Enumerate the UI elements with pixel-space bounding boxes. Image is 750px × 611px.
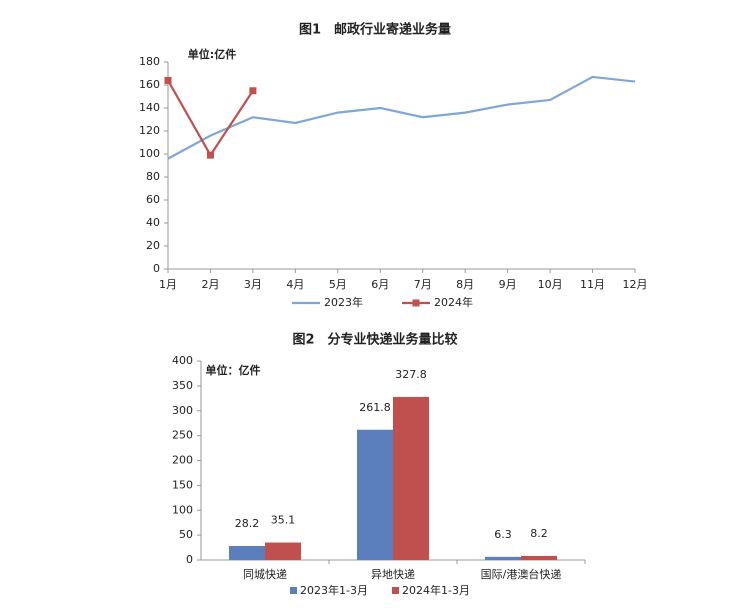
marker [206, 151, 214, 159]
bar [393, 396, 429, 560]
y-tick-label: 100 [139, 147, 160, 160]
data-label: 28.2 [235, 517, 260, 530]
x-tick-label: 3月 [244, 278, 262, 291]
y-tick-label: 60 [146, 193, 160, 206]
y-tick-label: 400 [172, 354, 193, 367]
legend-label: 2024年 [434, 295, 473, 309]
x-tick-label: 12月 [623, 278, 648, 291]
x-tick-label: 5月 [329, 278, 347, 291]
x-tick-label: 11月 [580, 278, 605, 291]
bar [229, 545, 265, 560]
x-tick-label: 2月 [201, 278, 219, 291]
series-line [167, 79, 254, 158]
data-label: 327.8 [395, 368, 427, 381]
y-tick-label: 350 [172, 379, 193, 392]
y-tick-label: 180 [139, 55, 160, 68]
y-tick-label: 250 [172, 429, 193, 442]
chart-title: 图1 邮政行业寄递业务量 [299, 22, 451, 38]
x-tick-label: 10月 [538, 278, 563, 291]
y-tick-label: 160 [139, 78, 160, 91]
bar [485, 556, 521, 560]
legend-marker [412, 299, 420, 307]
x-tick-label: 同城快递 [243, 567, 287, 581]
y-tick-label: 100 [172, 503, 193, 516]
legend-label: 2023年1-3月 [300, 583, 368, 597]
x-tick-label: 6月 [371, 278, 389, 291]
y-tick-label: 20 [146, 239, 160, 252]
x-tick-label: 8月 [456, 278, 474, 291]
data-label: 261.8 [359, 401, 391, 414]
x-tick-label: 1月 [159, 278, 177, 291]
legend-label: 2023年 [324, 295, 363, 309]
marker [164, 76, 172, 84]
y-tick-label: 0 [153, 262, 160, 275]
y-tick-label: 80 [146, 170, 160, 183]
legend-label: 2024年1-3月 [402, 583, 470, 597]
y-tick-label: 0 [186, 553, 193, 566]
marker [249, 87, 257, 95]
y-tick-label: 200 [172, 454, 193, 467]
x-tick-label: 9月 [499, 278, 517, 291]
x-tick-label: 4月 [286, 278, 304, 291]
x-tick-label: 异地快递 [371, 567, 415, 581]
y-tick-label: 50 [179, 528, 193, 541]
x-tick-label: 7月 [414, 278, 432, 291]
y-tick-label: 40 [146, 216, 160, 229]
y-tick-label: 150 [172, 478, 193, 491]
series-line [167, 75, 636, 160]
bar [521, 555, 557, 560]
legend-swatch [290, 587, 297, 594]
legend-swatch [392, 587, 399, 594]
chart-title: 图2 分专业快递业务量比较 [292, 332, 457, 348]
bar [265, 542, 301, 560]
unit-label: 单位:亿件 [188, 47, 236, 61]
unit-label: 单位：亿件 [206, 363, 261, 377]
y-tick-label: 120 [139, 124, 160, 137]
bar [357, 429, 393, 560]
data-label: 8.2 [530, 527, 548, 540]
data-label: 35.1 [271, 514, 296, 527]
y-tick-label: 140 [139, 101, 160, 114]
x-tick-label: 国际/港澳台快递 [481, 567, 562, 581]
y-tick-label: 300 [172, 404, 193, 417]
data-label: 6.3 [494, 528, 512, 541]
